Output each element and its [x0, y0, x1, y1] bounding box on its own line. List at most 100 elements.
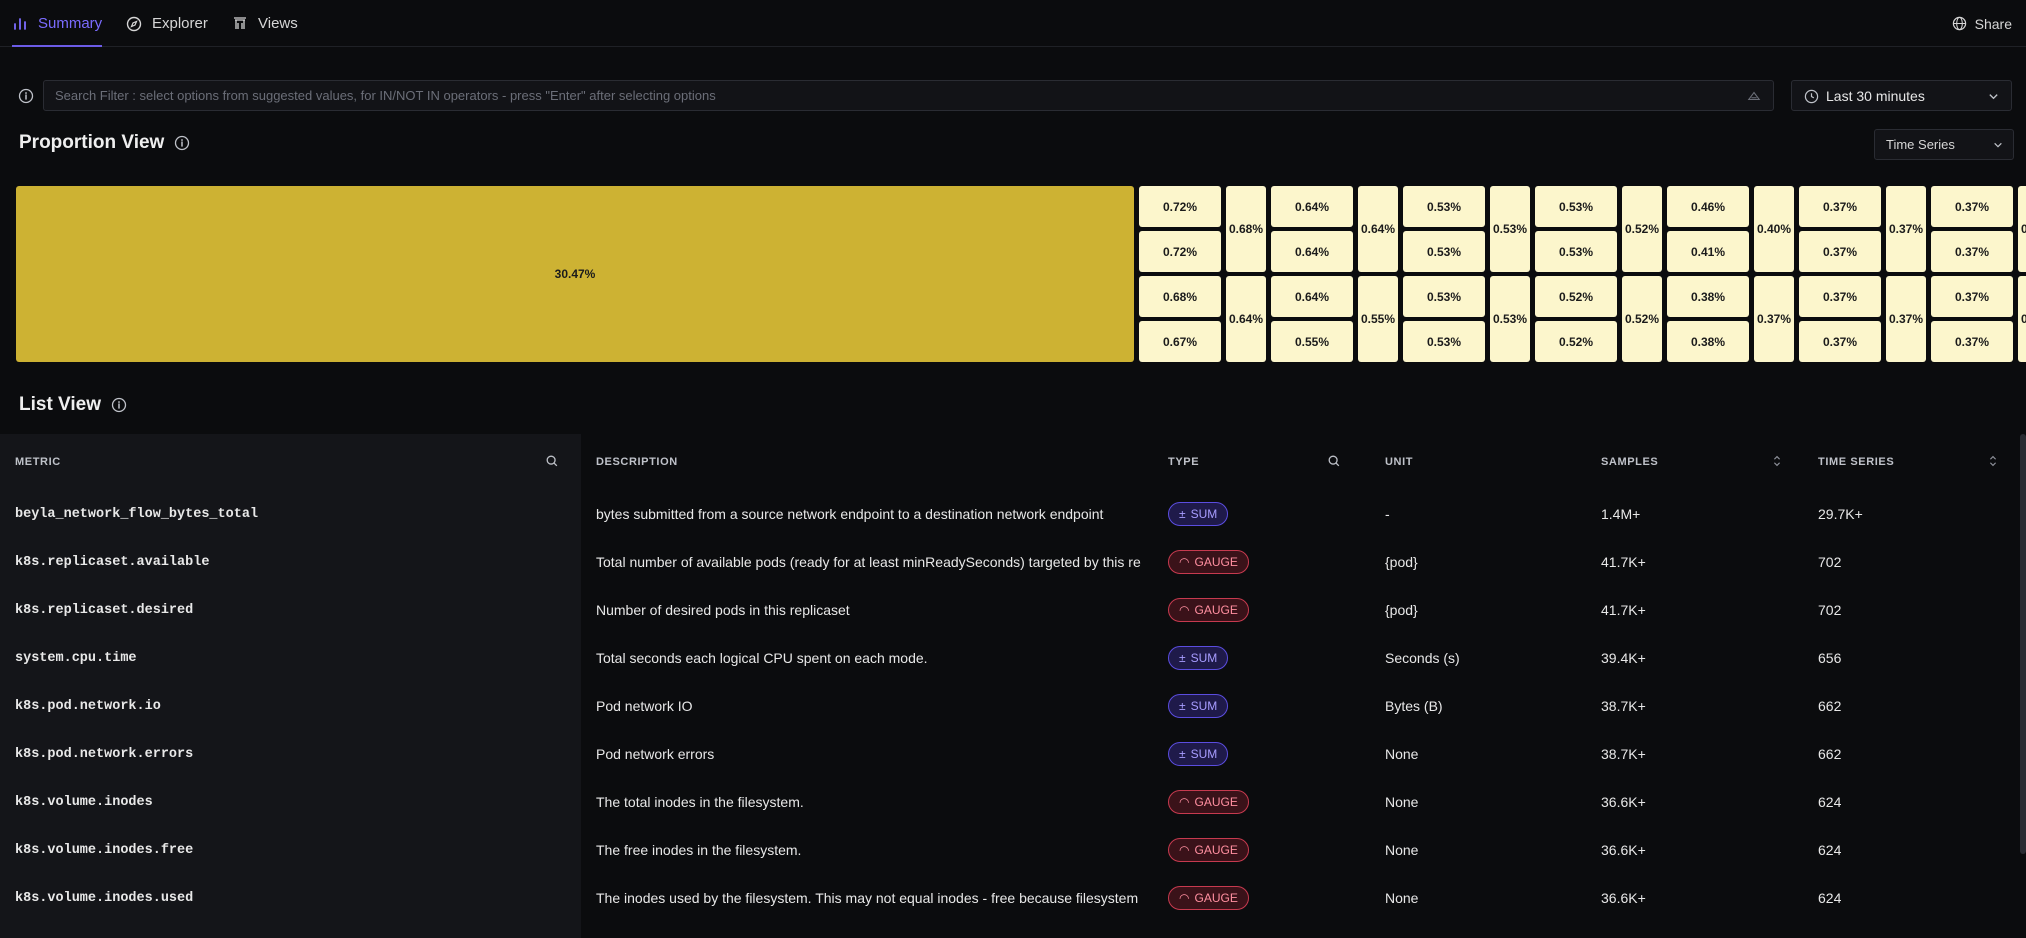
- treemap-tile[interactable]: 0.64%: [1271, 186, 1353, 227]
- treemap-tile-label: 0.64%: [1228, 312, 1264, 326]
- metric-unit: {pod}: [1385, 554, 1418, 570]
- keyboard-icon: [1747, 91, 1761, 101]
- view-type-select[interactable]: Time Series: [1874, 129, 2014, 160]
- table-row[interactable]: beyla_network_flow_bytes_total bytes subm…: [0, 490, 2026, 538]
- table-row[interactable]: k8s.pod.network.errors Pod network errors…: [0, 730, 2026, 778]
- treemap-tile[interactable]: 0.38%: [1667, 276, 1749, 317]
- treemap-tile[interactable]: 0.64%: [1271, 231, 1353, 272]
- metric-type-label: SUM: [1190, 699, 1218, 713]
- treemap-tile[interactable]: 0.37%: [1754, 276, 1794, 362]
- treemap-tile[interactable]: 0.46%: [1667, 186, 1749, 227]
- treemap-tile[interactable]: 0.37%: [1931, 231, 2013, 272]
- gauge-icon: ◠: [1179, 891, 1190, 905]
- table-row[interactable]: system.cpu.time Total seconds each logica…: [0, 634, 2026, 682]
- time-range-select[interactable]: Last 30 minutes: [1791, 80, 2012, 111]
- tab-summary[interactable]: Summary: [12, 0, 103, 47]
- info-icon[interactable]: [18, 88, 34, 104]
- treemap-tile[interactable]: 0.37%: [1799, 276, 1881, 317]
- treemap-tile[interactable]: 0.53%: [1490, 186, 1530, 272]
- treemap-tile[interactable]: 0.67%: [1139, 321, 1221, 362]
- treemap-tile[interactable]: 0.53%: [1403, 231, 1485, 272]
- metric-type-label: GAUGE: [1194, 555, 1238, 569]
- sum-badge: ± SUM: [1168, 694, 1229, 718]
- treemap-tile[interactable]: 0.37%: [2018, 186, 2026, 272]
- treemap-tile[interactable]: 0.37%: [1886, 186, 1926, 272]
- metric-type-cell: ± SUM: [1168, 682, 1368, 730]
- metric-samples: 41.7K+: [1601, 554, 1646, 570]
- table-row[interactable]: k8s.replicaset.desired Number of desired …: [0, 586, 2026, 634]
- gauge-badge: ◠ GAUGE: [1168, 550, 1249, 574]
- treemap-tile[interactable]: 0.53%: [1403, 186, 1485, 227]
- info-icon[interactable]: [174, 135, 190, 151]
- treemap-tile[interactable]: 0.55%: [1271, 321, 1353, 362]
- treemap-tile[interactable]: 0.64%: [1226, 276, 1266, 362]
- treemap-tile-label: 0.52%: [1624, 312, 1660, 326]
- treemap-tile[interactable]: 0.37%: [1931, 276, 2013, 317]
- sum-badge: ± SUM: [1168, 646, 1229, 670]
- treemap-tile-largest[interactable]: 30.47%: [16, 186, 1134, 362]
- treemap-tile[interactable]: 0.68%: [1139, 276, 1221, 317]
- treemap-tile[interactable]: 0.52%: [1622, 276, 1662, 362]
- proportion-view-title: Proportion View: [19, 132, 165, 153]
- tab-views[interactable]: Views: [232, 0, 298, 47]
- treemap-tile[interactable]: 0.72%: [1139, 231, 1221, 272]
- treemap-tile[interactable]: 0.37%: [1931, 321, 2013, 362]
- metric-samples: 36.6K+: [1601, 842, 1646, 858]
- treemap-tile[interactable]: 0.53%: [1403, 276, 1485, 317]
- treemap-tile[interactable]: 0.41%: [1667, 231, 1749, 272]
- treemap-tile-label: 0.53%: [1558, 199, 1594, 214]
- treemap-tile[interactable]: 0.37%: [1799, 186, 1881, 227]
- share-button[interactable]: Share: [1952, 0, 2012, 47]
- treemap-tile[interactable]: 0.40%: [1754, 186, 1794, 272]
- table-row[interactable]: k8s.volume.inodes The total inodes in the…: [0, 778, 2026, 826]
- info-icon[interactable]: [111, 397, 127, 413]
- metric-name: k8s.replicaset.desired: [15, 602, 194, 618]
- table-row[interactable]: k8s.replicaset.available Total number of …: [0, 538, 2026, 586]
- treemap-tile[interactable]: 0.53%: [1535, 231, 1617, 272]
- table-row[interactable]: k8s.pod.network.io Pod network IO ± SUM Byte…: [0, 682, 2026, 730]
- treemap-tile-label: 0.64%: [1294, 199, 1330, 214]
- compass-icon: [126, 16, 142, 31]
- treemap-tile[interactable]: 0.38%: [1667, 321, 1749, 362]
- share-label: Share: [1974, 15, 2012, 32]
- treemap-tile[interactable]: 0.52%: [1535, 321, 1617, 362]
- proportion-treemap: 30.47% 0.72% 0.72% 0.68% 0.67% 0.68% 0.64% 0.6…: [16, 186, 2026, 362]
- treemap-tile[interactable]: 0.64%: [1358, 186, 1398, 272]
- sort-icon[interactable]: [1770, 454, 1784, 468]
- scrollbar[interactable]: [2020, 434, 2026, 854]
- treemap-tile[interactable]: 0.72%: [1139, 186, 1221, 227]
- treemap-tile-label: 0.37%: [2020, 222, 2026, 236]
- search-icon[interactable]: [545, 454, 559, 468]
- metric-description: bytes submitted from a source network en…: [596, 506, 1104, 522]
- treemap-tile[interactable]: 0.35%: [2018, 276, 2026, 362]
- header-samples[interactable]: SAMPLES: [1601, 456, 1659, 468]
- metrics-table: METRIC DESCRIPTION TYPE UNIT SAMPLES TIM…: [0, 434, 2026, 938]
- sort-icon[interactable]: [1986, 454, 2000, 468]
- treemap-tile-label: 0.64%: [1294, 289, 1330, 304]
- table-row[interactable]: k8s.volume.inodes.used The inodes used by…: [0, 874, 2026, 922]
- treemap-tile[interactable]: 0.53%: [1490, 276, 1530, 362]
- treemap-tile-label: 0.37%: [1756, 312, 1792, 326]
- treemap-tile[interactable]: 0.55%: [1358, 276, 1398, 362]
- treemap-tile[interactable]: 0.37%: [1886, 276, 1926, 362]
- treemap-tile[interactable]: 0.64%: [1271, 276, 1353, 317]
- treemap-tile[interactable]: 0.37%: [1799, 231, 1881, 272]
- metric-column-bg: [0, 434, 581, 938]
- treemap-tile[interactable]: 0.37%: [1931, 186, 2013, 227]
- header-time-series[interactable]: TIME SERIES: [1818, 456, 1895, 468]
- treemap-tile[interactable]: 0.68%: [1226, 186, 1266, 272]
- treemap-tile-label: 0.35%: [2020, 312, 2026, 326]
- treemap-tile[interactable]: 0.53%: [1403, 321, 1485, 362]
- search-icon[interactable]: [1327, 454, 1341, 468]
- tab-explorer[interactable]: Explorer: [126, 0, 208, 47]
- search-filter-input[interactable]: Search Filter : select options from sugg…: [43, 80, 1774, 111]
- treemap-tile[interactable]: 0.52%: [1535, 276, 1617, 317]
- treemap-tile[interactable]: 0.37%: [1799, 321, 1881, 362]
- treemap-tile[interactable]: 0.52%: [1622, 186, 1662, 272]
- treemap-tile[interactable]: 0.53%: [1535, 186, 1617, 227]
- view-type-label: Time Series: [1886, 137, 1955, 152]
- metric-unit: Bytes (B): [1385, 698, 1443, 714]
- table-row[interactable]: k8s.volume.inodes.free The free inodes in…: [0, 826, 2026, 874]
- treemap-tile-label: 0.37%: [1954, 244, 1990, 259]
- gauge-badge: ◠ GAUGE: [1168, 790, 1249, 814]
